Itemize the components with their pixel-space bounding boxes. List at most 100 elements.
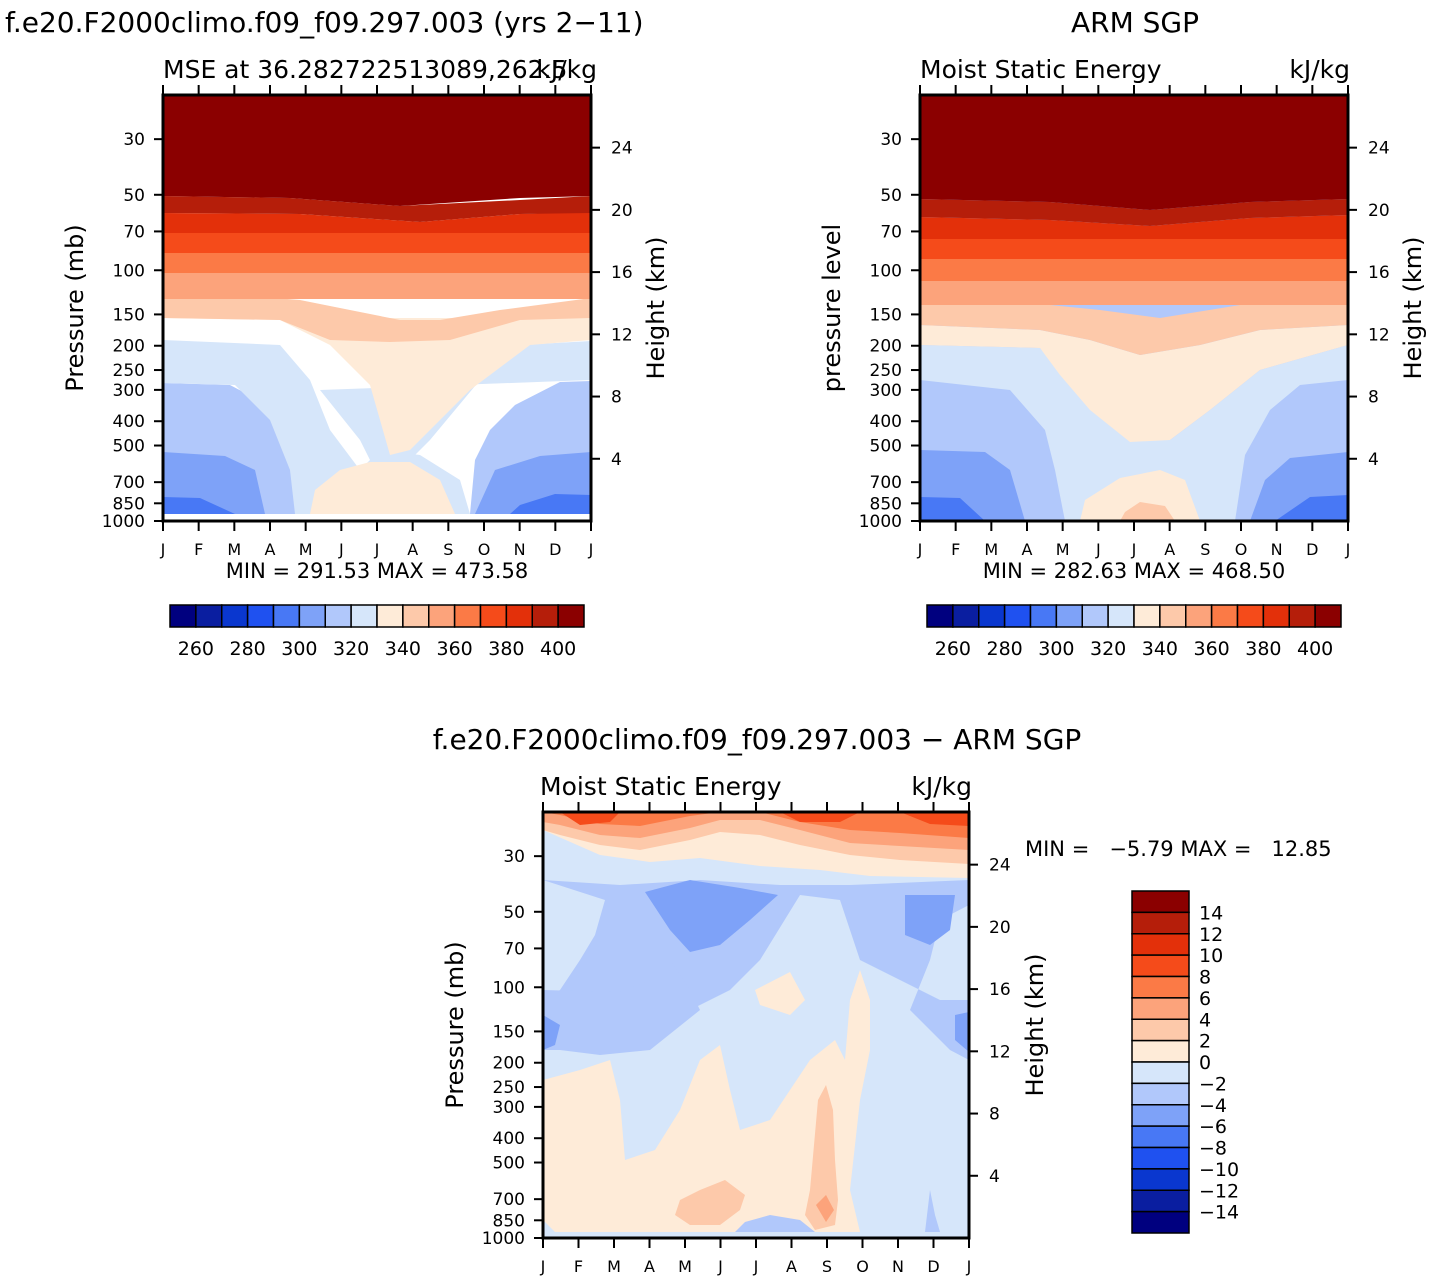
colorbar-box	[1262, 604, 1290, 628]
colorbar-box	[1131, 933, 1190, 956]
colorbar-box	[479, 604, 508, 628]
x-tick-label: A	[1022, 540, 1033, 559]
y-tick-label: 200	[493, 1054, 525, 1074]
fill-band-360	[163, 252, 591, 273]
panel-obs-ylabel-right: Height (km)	[1399, 237, 1427, 380]
y-tick-label: 400	[493, 1129, 525, 1149]
colorbar-box	[1131, 1018, 1190, 1042]
colorbar-label: −2	[1199, 1073, 1227, 1095]
y-tick-label: 30	[123, 130, 145, 150]
colorbar-box	[453, 604, 482, 628]
x-tick-label: J	[1345, 540, 1351, 559]
panel-obs-units: kJ/kg	[1289, 55, 1350, 84]
fill-band-300	[163, 452, 591, 514]
fill-band-minus-2-south	[543, 960, 700, 1055]
colorbar-box	[1081, 604, 1109, 628]
x-tick-label: D	[927, 1257, 939, 1276]
y-right-tick-label: 16	[989, 980, 1011, 1000]
y-tick-label: 850	[870, 494, 902, 514]
colorbar-label: 0	[1199, 1052, 1211, 1074]
colorbar-box	[531, 604, 559, 628]
x-tick-label: J	[717, 1257, 723, 1276]
colorbar-box	[298, 604, 326, 628]
colorbar-box	[1131, 1082, 1190, 1106]
x-tick-label: D	[1306, 540, 1318, 559]
x-tick-label: F	[951, 540, 960, 559]
y-tick-label: 400	[113, 412, 145, 432]
y-tick-label: 70	[880, 222, 902, 242]
colorbar-box	[1131, 954, 1190, 978]
panel-diff-minmax: MIN = −5.79 MAX = 12.85	[1025, 837, 1332, 861]
colorbar-label: 280	[229, 638, 265, 660]
y-tick-label: 250	[493, 1078, 525, 1098]
panel-diff-ylabel: Pressure (mb)	[441, 941, 469, 1108]
colorbar-label: 8	[1199, 967, 1211, 989]
y-tick-label: 50	[880, 186, 902, 206]
diff-title: f.e20.F2000climo.f09_f09.297.003 − ARM S…	[433, 723, 1082, 756]
colorbar-label: 360	[436, 638, 472, 660]
colorbar-box	[1131, 997, 1190, 1020]
colorbar-box	[1210, 604, 1239, 628]
y-tick-label: 100	[870, 261, 902, 281]
colorbar-label: 300	[281, 638, 317, 660]
colorbar-box	[221, 604, 249, 628]
panel-diff-ylabel-right: Height (km)	[1021, 954, 1049, 1097]
y-tick-label: 30	[503, 847, 525, 867]
fill-band-plus-8	[543, 812, 969, 838]
y-tick-label: 100	[493, 978, 525, 998]
colorbar-label: 360	[1193, 638, 1229, 660]
fill-band-290	[163, 494, 591, 514]
y-tick-label: 150	[870, 305, 902, 325]
colorbar-model: 260 280 300 320 340 360 380 400	[169, 604, 585, 660]
colorbar-box	[978, 604, 1006, 628]
colorbar-box	[952, 604, 980, 628]
y-tick-label: 200	[870, 337, 902, 357]
x-tick-label: J	[966, 1257, 972, 1276]
x-tick-label: J	[1131, 540, 1137, 559]
x-tick-label: D	[549, 540, 561, 559]
colorbar-box	[1288, 604, 1316, 628]
fill-band-380	[920, 215, 1348, 239]
colorbar-box	[376, 604, 404, 628]
fill-band-330	[920, 325, 1348, 521]
y-tick-label: 250	[870, 361, 902, 381]
panel-obs-ylabel: pressure level	[818, 224, 846, 392]
y-right-tick-label: 4	[989, 1167, 1000, 1187]
x-tick-label: M	[678, 1257, 692, 1276]
fill-band-390	[163, 196, 591, 222]
y-right-tick-label: 12	[1368, 325, 1390, 345]
colorbar-box	[169, 604, 197, 628]
x-tick-label: O	[1235, 540, 1248, 559]
y-tick-label: 700	[113, 473, 145, 493]
x-tick-label: J	[540, 1257, 546, 1276]
colorbar-label: 6	[1199, 988, 1211, 1010]
panel-obs-contours	[920, 95, 1348, 521]
y-tick-label: 1000	[102, 512, 145, 532]
x-tick-label: M	[299, 540, 313, 559]
x-tick-label: M	[1056, 540, 1070, 559]
colorbar-label: −4	[1199, 1095, 1227, 1117]
colorbar-label: 400	[540, 638, 576, 660]
y-tick-label: 150	[113, 305, 145, 325]
colorbar-box	[1029, 604, 1058, 628]
model-title: f.e20.F2000climo.f09_f09.297.003 (yrs 2−…	[5, 6, 644, 39]
colorbar-label: 380	[488, 638, 524, 660]
colorbar-box	[1131, 1061, 1190, 1085]
fill-band-350	[920, 280, 1348, 305]
colorbar-label: 10	[1199, 945, 1223, 967]
fill-band-390	[920, 199, 1348, 226]
y-tick-label: 1000	[859, 512, 902, 532]
colorbar-box	[1131, 890, 1190, 914]
colorbar-label: 260	[178, 638, 214, 660]
y-right-tick-label: 24	[1368, 139, 1390, 159]
colorbar-box	[926, 604, 954, 628]
y-right-tick-label: 12	[989, 1042, 1011, 1062]
y-tick-label: 50	[503, 903, 525, 923]
y-tick-label: 850	[493, 1211, 525, 1231]
panel-diff-subtitle: Moist Static Energy	[540, 772, 782, 801]
